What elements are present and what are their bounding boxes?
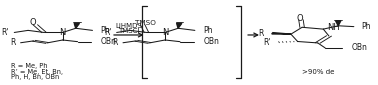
Text: TMSO: TMSO [135,20,155,26]
Polygon shape [336,21,341,26]
Text: R: R [259,29,264,38]
Text: Ph: Ph [361,22,371,31]
Text: R’ = Me, Et, Bn,: R’ = Me, Et, Bn, [11,69,62,75]
Text: Ph: Ph [203,26,212,35]
Text: N: N [162,28,168,37]
Text: OBn: OBn [203,37,219,46]
Text: R': R' [104,28,112,37]
Text: LiHMDS: LiHMDS [115,23,142,29]
Text: R': R' [2,28,9,37]
Text: NH: NH [327,23,340,32]
Text: R: R [10,38,15,47]
Text: O: O [30,18,37,27]
Polygon shape [272,33,291,34]
Text: >90% de: >90% de [302,69,334,75]
Text: O: O [297,14,303,23]
Text: R: R [112,38,118,47]
Text: Ph: Ph [101,26,110,35]
Polygon shape [177,23,182,28]
Text: N: N [59,28,66,37]
Text: TMSCl: TMSCl [118,28,139,34]
Text: OBn: OBn [351,43,367,52]
Text: R = Me, Ph: R = Me, Ph [11,63,47,69]
Polygon shape [74,23,79,28]
Text: OBn: OBn [101,37,117,46]
Text: Ph, H, Bn, OBn: Ph, H, Bn, OBn [11,74,59,80]
Text: R': R' [263,38,271,47]
